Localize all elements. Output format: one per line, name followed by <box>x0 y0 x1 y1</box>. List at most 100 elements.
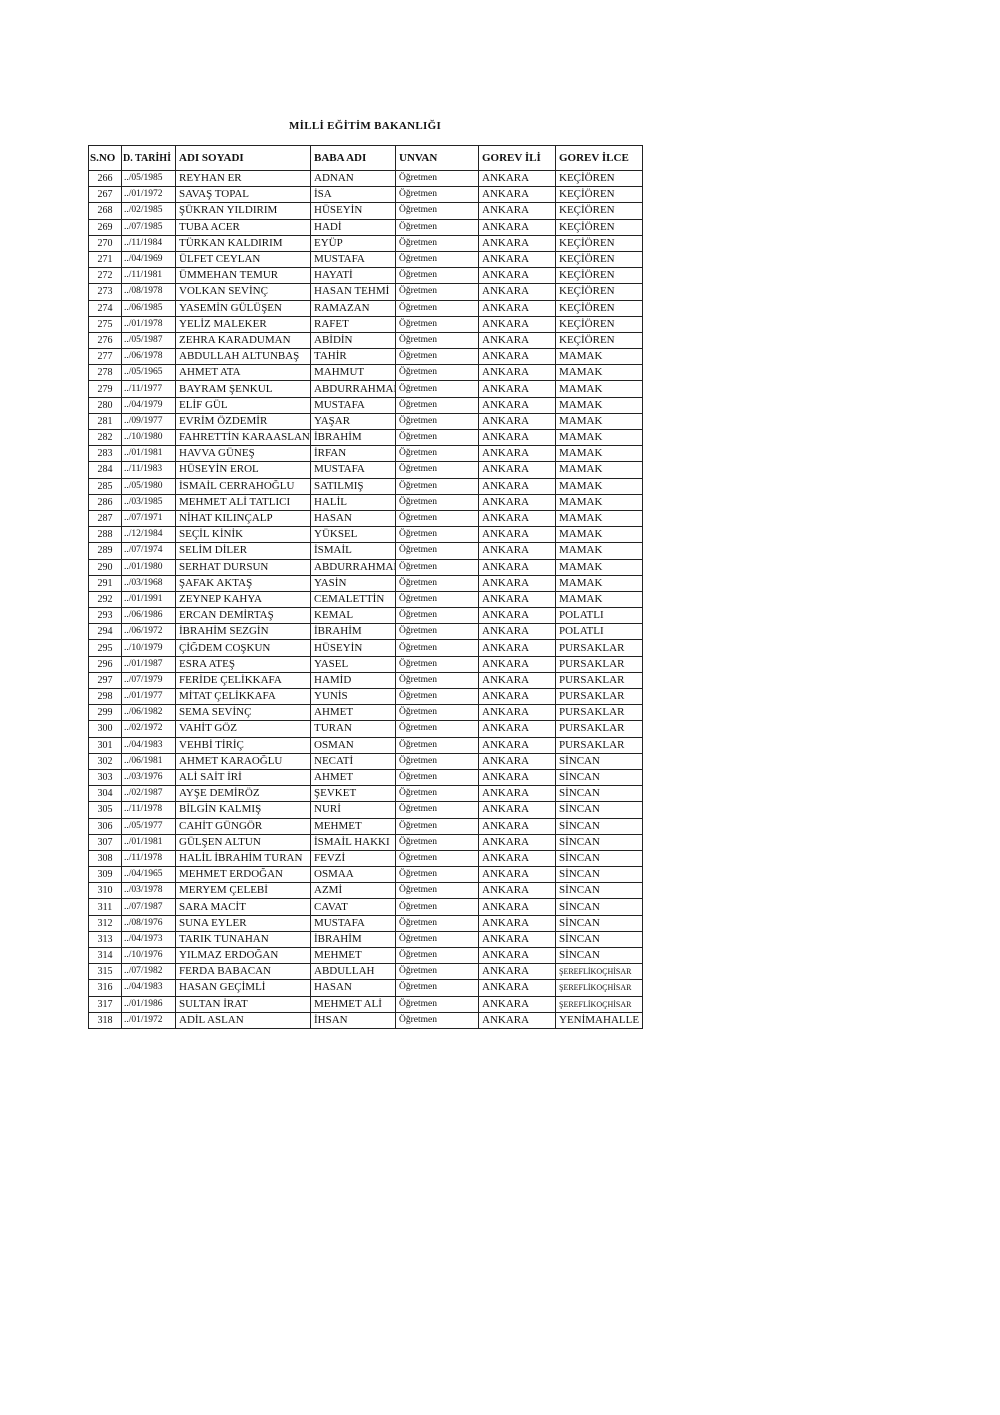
birth-date-cell: ../05/1980 <box>121 477 176 495</box>
father-name-cell: İHSAN <box>310 1011 396 1029</box>
column-header-father-name: BABA ADI <box>310 145 396 171</box>
table-row: 302 ../06/1981 AHMET KARAOĞLU NECATİ Öğretme… <box>88 752 643 770</box>
district-cell: KEÇİÖREN <box>555 169 643 188</box>
title-cell: Öğretmen <box>395 509 479 528</box>
father-name-cell: ABDURRAHMAN <box>310 558 396 576</box>
title-cell: Öğretmen <box>395 590 479 609</box>
title-cell: Öğretmen <box>395 898 479 916</box>
full-name-cell: AYŞE DEMİRÖZ <box>175 785 311 803</box>
sno-cell: 283 <box>88 445 122 463</box>
district-cell: SİNCAN <box>555 768 643 787</box>
father-name-cell: YASİN <box>310 574 396 592</box>
father-name-cell: HÜSEYİN <box>310 202 396 220</box>
province-cell: ANKARA <box>478 623 556 641</box>
title-cell: Öğretmen <box>395 849 479 868</box>
district-cell: SİNCAN <box>555 866 643 884</box>
province-cell: ANKARA <box>478 412 556 431</box>
father-name-cell: ADNAN <box>310 169 396 188</box>
father-name-cell: ABİDİN <box>310 331 396 350</box>
birth-date-cell: ../10/1976 <box>121 946 176 965</box>
district-cell: MAMAK <box>555 380 643 398</box>
father-name-cell: MEHMET <box>310 946 396 965</box>
birth-date-cell: ../08/1978 <box>121 283 176 301</box>
table-row: 274 ../06/1985 YASEMİN GÜLÜŞEN RAMAZAN Öğret… <box>88 299 643 317</box>
birth-date-cell: ../03/1978 <box>121 882 176 900</box>
table-row: 286 ../03/1985 MEHMET ALİ TATLICI HALİL Öğre… <box>88 493 643 511</box>
table-row: 297 ../07/1979 FERİDE ÇELİKKAFA HAMİD Öğretm… <box>88 671 643 690</box>
full-name-cell: MİTAT ÇELİKKAFA <box>175 687 311 706</box>
title-cell: Öğretmen <box>395 607 479 625</box>
district-cell: SİNCAN <box>555 946 643 965</box>
province-cell: ANKARA <box>478 785 556 803</box>
full-name-cell: AHMET ATA <box>175 364 311 382</box>
father-name-cell: YÜKSEL <box>310 526 396 544</box>
district-cell: MAMAK <box>555 493 643 511</box>
table-row: 298 ../01/1977 MİTAT ÇELİKKAFA YUNİS Öğretme… <box>88 687 643 706</box>
district-cell: MAMAK <box>555 558 643 576</box>
province-cell: ANKARA <box>478 1011 556 1029</box>
full-name-cell: SEÇİL KİNİK <box>175 526 311 544</box>
table-row: 276 ../05/1987 ZEHRA KARADUMAN ABİDİN Öğretm… <box>88 331 643 350</box>
full-name-cell: SUNA EYLER <box>175 914 311 932</box>
table-row: 309 ../04/1965 MEHMET ERDOĞAN OSMAA Öğretmen… <box>88 866 643 884</box>
province-cell: ANKARA <box>478 704 556 722</box>
sno-cell: 280 <box>88 396 122 414</box>
table-row: 300 ../02/1972 VAHİT GÖZ TURAN Öğretmen ANKAR… <box>88 720 643 738</box>
full-name-cell: FERDA BABACAN <box>175 963 311 981</box>
father-name-cell: HÜSEYİN <box>310 639 396 657</box>
province-cell: ANKARA <box>478 250 556 269</box>
birth-date-cell: ../07/1974 <box>121 542 176 560</box>
full-name-cell: GÜLŞEN ALTUN <box>175 833 311 851</box>
column-header-birth-date: D. TARİHİ <box>121 145 176 171</box>
birth-date-cell: ../01/1986 <box>121 995 176 1013</box>
table-row: 275 ../01/1978 YELİZ MALEKER RAFET Öğretmen A… <box>88 315 643 333</box>
sno-cell: 306 <box>88 817 122 835</box>
birth-date-cell: ../05/1965 <box>121 364 176 382</box>
title-cell: Öğretmen <box>395 574 479 592</box>
table-row: 314 ../10/1976 YILMAZ ERDOĞAN MEHMET Öğretme… <box>88 946 643 965</box>
title-cell: Öğretmen <box>395 720 479 738</box>
sno-cell: 295 <box>88 639 122 657</box>
birth-date-cell: ../05/1987 <box>121 331 176 350</box>
title-cell: Öğretmen <box>395 704 479 722</box>
father-name-cell: HAMİD <box>310 671 396 690</box>
title-cell: Öğretmen <box>395 331 479 350</box>
table-row: 293 ../06/1986 ERCAN DEMİRTAŞ KEMAL Öğretmen… <box>88 607 643 625</box>
father-name-cell: TURAN <box>310 720 396 738</box>
title-cell: Öğretmen <box>395 946 479 965</box>
title-cell: Öğretmen <box>395 671 479 690</box>
sno-cell: 272 <box>88 267 122 285</box>
sno-cell: 289 <box>88 542 122 560</box>
table-row: 318 ../01/1972 ADİL ASLAN İHSAN Öğretmen ANKA… <box>88 1011 643 1029</box>
birth-date-cell: ../05/1985 <box>121 169 176 188</box>
full-name-cell: ŞAFAK AKTAŞ <box>175 574 311 592</box>
province-cell: ANKARA <box>478 752 556 770</box>
table-row: 287 ../07/1971 NİHAT KILINÇALP HASAN Öğretme… <box>88 509 643 528</box>
title-cell: Öğretmen <box>395 396 479 414</box>
father-name-cell: İSMAİL HAKKI <box>310 833 396 851</box>
district-cell: ŞEREFLİKOÇHİSAR <box>555 995 643 1013</box>
full-name-cell: VAHİT GÖZ <box>175 720 311 738</box>
column-header-district: GOREV İLCE <box>555 145 643 171</box>
column-header-province: GOREV İLİ <box>478 145 556 171</box>
full-name-cell: İBRAHİM SEZGİN <box>175 623 311 641</box>
full-name-cell: TÜRKAN KALDIRIM <box>175 234 311 252</box>
sno-cell: 303 <box>88 768 122 787</box>
province-cell: ANKARA <box>478 687 556 706</box>
district-cell: KEÇİÖREN <box>555 331 643 350</box>
father-name-cell: FEVZİ <box>310 849 396 868</box>
district-cell: SİNCAN <box>555 817 643 835</box>
father-name-cell: İBRAHİM <box>310 428 396 447</box>
father-name-cell: RAFET <box>310 315 396 333</box>
province-cell: ANKARA <box>478 299 556 317</box>
district-cell: MAMAK <box>555 412 643 431</box>
province-cell: ANKARA <box>478 461 556 479</box>
province-cell: ANKARA <box>478 526 556 544</box>
sno-cell: 278 <box>88 364 122 382</box>
father-name-cell: MEHMET ALİ <box>310 995 396 1013</box>
birth-date-cell: ../11/1981 <box>121 267 176 285</box>
province-cell: ANKARA <box>478 979 556 997</box>
sno-cell: 304 <box>88 785 122 803</box>
full-name-cell: REYHAN ER <box>175 169 311 188</box>
district-cell: PURSAKLAR <box>555 720 643 738</box>
